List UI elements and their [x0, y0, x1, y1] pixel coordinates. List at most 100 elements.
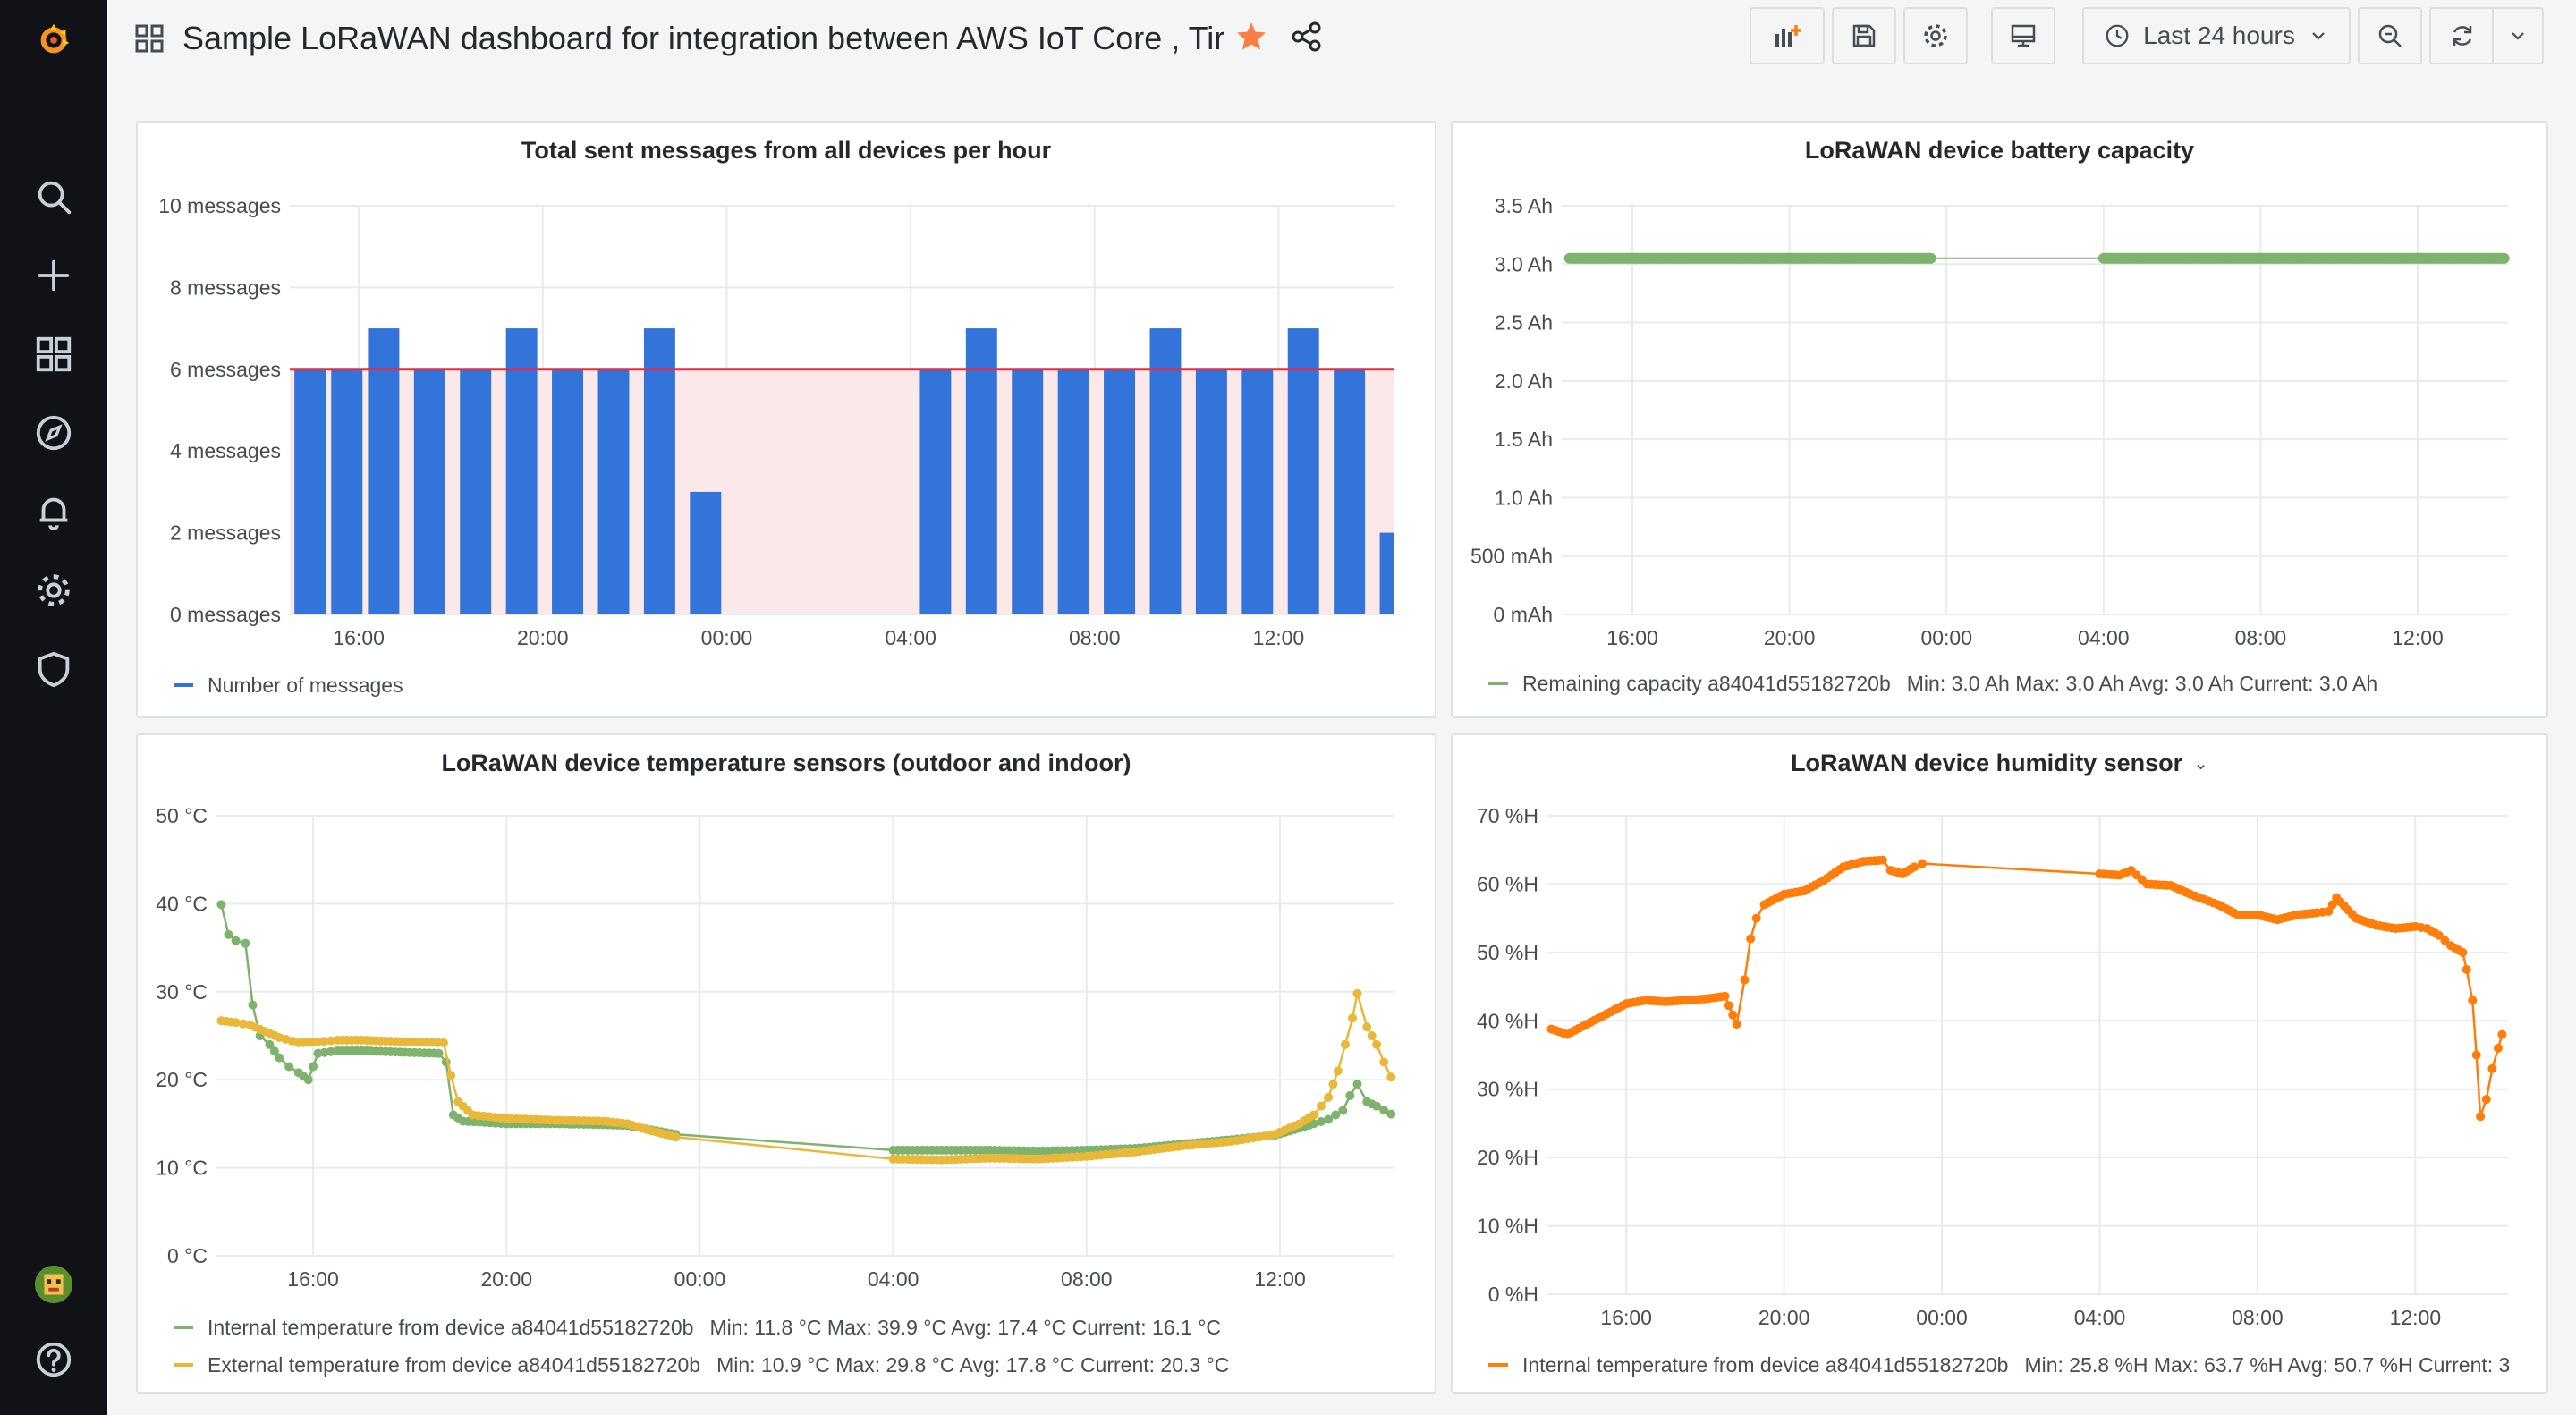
x-tick-label: 00:00	[1920, 626, 1972, 649]
legend-item[interactable]: Remaining capacity a84041d55182720b Min:…	[1488, 668, 2377, 699]
legend-swatch	[1488, 682, 1508, 685]
bar	[1012, 369, 1044, 614]
data-point	[1877, 855, 1887, 865]
y-tick-label: 0 messages	[170, 603, 281, 626]
bar	[1195, 369, 1227, 614]
y-tick-label: 40 %H	[1477, 1009, 1538, 1032]
legend-stats: Min: 10.9 °C Max: 29.8 °C Avg: 17.8 °C C…	[716, 1352, 1230, 1377]
x-tick-label: 00:00	[674, 1267, 726, 1291]
add-panel-button[interactable]	[1750, 7, 1825, 64]
legend-item[interactable]: Internal temperature from device a84041d…	[1488, 1350, 2510, 1380]
panel-humidity-sensor[interactable]: LoRaWAN device humidity sensor ⌄ 0 %H 10 …	[1451, 733, 2548, 1394]
data-point	[1379, 1106, 1389, 1115]
legend-item[interactable]: External temperature from device a84041d…	[174, 1350, 1229, 1380]
data-point	[1386, 1072, 1396, 1082]
y-tick-label: 2.0 Ah	[1495, 369, 1553, 393]
bar	[1379, 532, 1394, 614]
panel-title[interactable]: LoRaWAN device battery capacity	[1804, 136, 2195, 164]
data-point	[2458, 947, 2468, 957]
y-tick-label: 30 %H	[1477, 1078, 1538, 1101]
legend-stats: Min: 25.8 %H Max: 63.7 %H Avg: 50.7 %H C…	[2024, 1352, 2511, 1377]
time-range-label: Last 24 hours	[2143, 21, 2295, 49]
data-point	[1333, 1066, 1343, 1076]
data-point	[1345, 1090, 1355, 1100]
y-tick-label: 0 %H	[1488, 1283, 1538, 1306]
messages-bar-chart[interactable]: 0 messages 2 messages 4 messages 6 messages…	[138, 123, 1438, 720]
tv-mode-button[interactable]	[1991, 7, 2055, 64]
data-point	[1372, 1101, 1382, 1111]
temperature-line-chart[interactable]: 0 °C 10 °C 20 °C 30 °C 40 °C 50 °C 16:00 20:00 0…	[138, 735, 1438, 1395]
y-tick-label: 0 °C	[167, 1244, 208, 1267]
help-icon[interactable]	[0, 1324, 107, 1395]
panel-battery-capacity[interactable]: LoRaWAN device battery capacity 0 mAh 500…	[1451, 121, 2548, 718]
star-icon[interactable]	[1234, 20, 1268, 54]
x-tick-label: 04:00	[868, 1267, 919, 1291]
search-icon[interactable]	[0, 161, 107, 233]
data-point	[269, 1046, 279, 1056]
tv-mode-icon	[2011, 24, 2036, 47]
bar	[643, 328, 675, 614]
series-line	[220, 904, 1392, 1153]
data-point	[2462, 964, 2471, 974]
share-icon[interactable]	[1290, 20, 1324, 54]
dashboard-title[interactable]: Sample LoRaWAN dashboard for integration…	[182, 20, 1225, 56]
humidity-line-chart[interactable]: 0 %H 10 %H 20 %H 30 %H 40 %H 50 %H 60 %H 70 %H 1…	[1453, 735, 2548, 1394]
plus-icon[interactable]	[0, 240, 107, 311]
legend-item[interactable]: Internal temperature from device a84041d…	[174, 1312, 1221, 1343]
server-admin-shield-icon[interactable]	[0, 633, 107, 705]
data-point	[231, 936, 241, 945]
panel-total-messages[interactable]: Total sent messages from all devices per…	[136, 121, 1436, 718]
series-line	[1550, 859, 2504, 1117]
y-tick-label: 8 messages	[170, 275, 281, 299]
alerting-bell-icon[interactable]	[0, 476, 107, 547]
zoom-out-button[interactable]	[2358, 7, 2422, 64]
time-range-picker[interactable]: Last 24 hours	[2082, 7, 2351, 64]
x-tick-label: 20:00	[1758, 1306, 1810, 1329]
grafana-logo-icon[interactable]	[0, 4, 107, 75]
panel-menu-chevron-icon[interactable]: ⌄	[2193, 753, 2208, 774]
battery-line-chart[interactable]: 0 mAh 500 mAh 1.0 Ah 1.5 Ah 2.0 Ah 2.5 Ah 3.0 …	[1453, 123, 2550, 720]
y-tick-label: 3.0 Ah	[1495, 252, 1553, 275]
legend-label: Number of messages	[208, 673, 403, 697]
data-point	[1309, 1110, 1318, 1120]
dashboard-title-area[interactable]: Sample LoRaWAN dashboard for integration…	[134, 0, 1224, 77]
y-tick-label: 3.5 Ah	[1495, 194, 1553, 217]
series-line	[221, 993, 1393, 1161]
panel-title[interactable]: LoRaWAN device temperature sensors (outd…	[441, 749, 1131, 776]
bar	[597, 369, 630, 614]
legend-stats: Min: 11.8 °C Max: 39.9 °C Avg: 17.4 °C C…	[709, 1315, 1222, 1339]
data-point	[1338, 1106, 1348, 1115]
refresh-interval-dropdown[interactable]	[2492, 7, 2544, 64]
dashboards-icon[interactable]	[0, 318, 107, 390]
explore-compass-icon[interactable]	[0, 397, 107, 469]
x-tick-label: 04:00	[2074, 1306, 2126, 1329]
panel-temperature-sensors[interactable]: LoRaWAN device temperature sensors (outd…	[136, 733, 1436, 1394]
clock-icon	[2106, 24, 2129, 47]
data-point	[1362, 1022, 1372, 1032]
bar	[919, 369, 952, 614]
y-tick-label: 70 %H	[1477, 804, 1538, 827]
data-point	[1751, 913, 1761, 923]
data-point	[1918, 859, 1928, 868]
data-point	[1372, 1039, 1382, 1049]
x-tick-label: 04:00	[2078, 626, 2130, 649]
data-point	[1720, 991, 1730, 1001]
panel-title[interactable]: LoRaWAN device humidity sensor ⌄	[1453, 735, 2546, 791]
legend-swatch	[174, 1363, 193, 1367]
legend-item[interactable]: Number of messages	[174, 670, 403, 700]
data-point	[434, 1048, 444, 1058]
refresh-button[interactable]	[2429, 7, 2494, 64]
data-point	[2476, 1112, 2486, 1122]
x-tick-label: 20:00	[480, 1267, 532, 1291]
x-tick-label: 00:00	[1916, 1306, 1968, 1329]
data-point	[2468, 996, 2478, 1005]
data-point	[1324, 1114, 1334, 1124]
x-tick-label: 16:00	[287, 1267, 339, 1291]
user-avatar[interactable]	[0, 1249, 107, 1320]
dashboard-settings-button[interactable]	[1903, 7, 1968, 64]
panel-title[interactable]: Total sent messages from all devices per…	[521, 136, 1052, 164]
save-dashboard-button[interactable]	[1832, 7, 1896, 64]
configuration-gear-icon[interactable]	[0, 555, 107, 626]
bar	[505, 328, 538, 614]
x-tick-label: 08:00	[2232, 1306, 2284, 1329]
